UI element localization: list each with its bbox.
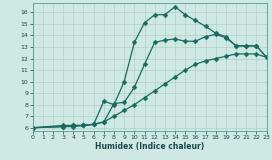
X-axis label: Humidex (Indice chaleur): Humidex (Indice chaleur) [95,142,204,151]
